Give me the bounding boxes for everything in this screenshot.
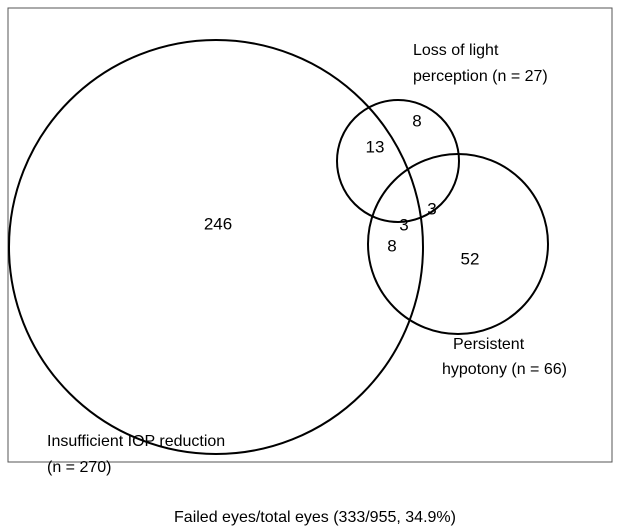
frame — [7, 7, 613, 463]
region-count: 13 — [366, 137, 385, 156]
set-label: hypotony (n = 66) — [442, 361, 567, 378]
region-count: 3 — [427, 199, 436, 218]
set-circle — [336, 99, 460, 223]
set-label: Insufficient IOP reduction — [47, 433, 225, 450]
set-label: perception (n = 27) — [413, 68, 548, 85]
set-label: Loss of light — [413, 42, 499, 59]
caption: Failed eyes/total eyes (333/955, 34.9%) — [174, 509, 456, 526]
region-count: 246 — [204, 214, 232, 233]
set-circle — [8, 39, 424, 455]
set-label: (n = 270) — [47, 459, 111, 476]
set-label: Persistent — [453, 336, 525, 353]
region-count: 3 — [399, 215, 408, 234]
region-count: 52 — [461, 249, 480, 268]
region-count: 8 — [387, 236, 396, 255]
region-count: 8 — [412, 111, 421, 130]
set-circle — [367, 153, 549, 335]
